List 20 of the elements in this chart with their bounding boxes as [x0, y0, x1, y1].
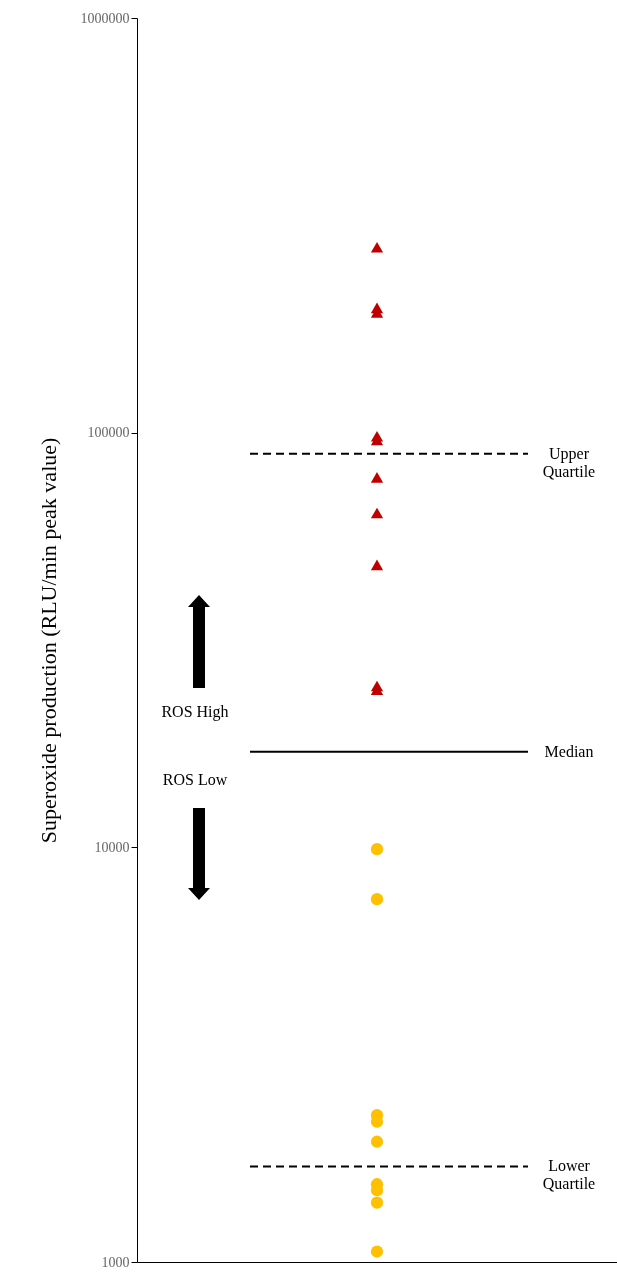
y-tick-label: 100000 [87, 425, 130, 441]
point [370, 559, 384, 571]
ref-line-label: Upper Quartile [542, 444, 596, 480]
point [370, 472, 384, 483]
point [370, 1115, 384, 1128]
point [370, 241, 384, 253]
point [370, 893, 384, 906]
point [370, 843, 384, 856]
point [370, 1135, 384, 1148]
point [370, 1196, 384, 1209]
point [370, 507, 384, 519]
y-tick-label: 1000000 [80, 10, 130, 26]
annotation: ROS Low [162, 771, 228, 788]
ref-line-label: Median [544, 742, 594, 760]
y-tick-label: 10000 [94, 839, 130, 855]
y-tick-label: 1000 [101, 1254, 130, 1270]
point [370, 1245, 384, 1258]
annotation: ROS High [161, 703, 229, 721]
y-axis-title: Superoxide production (RLU/min peak value) [35, 437, 61, 844]
ref-line-label: Lower Quartile [542, 1157, 596, 1193]
